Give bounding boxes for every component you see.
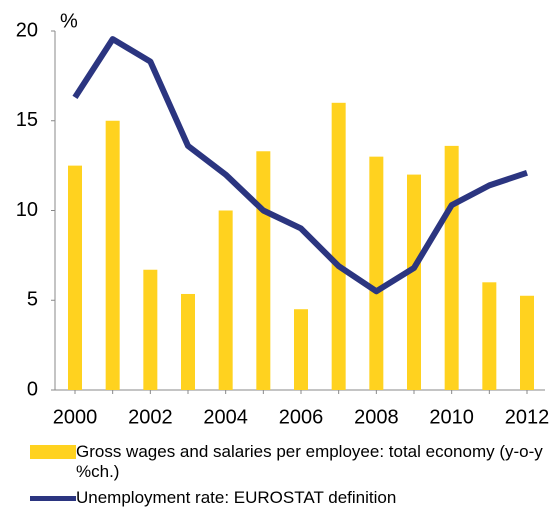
- bar: [331, 102, 346, 391]
- chart: % 0 5 10 15 20 2000 2002 2004 2006 2008 2010 2012: [16, 10, 550, 428]
- x-tick-label: 2006: [279, 406, 324, 428]
- x-tick-label: 2012: [505, 406, 550, 428]
- bar: [369, 156, 384, 390]
- bar: [294, 309, 308, 390]
- legend-label: Gross wages and salaries per employee: t…: [76, 442, 543, 481]
- y-tick-label: 20: [16, 19, 38, 41]
- y-tick-label: 0: [27, 378, 38, 400]
- bar: [256, 151, 271, 390]
- bar: [68, 165, 82, 390]
- x-tick-label: 2000: [53, 406, 98, 428]
- bar: [181, 293, 195, 390]
- bar: [218, 210, 233, 390]
- x-tick-label: 2010: [429, 406, 474, 428]
- legend-label: Unemployment rate: EUROSTAT definition: [76, 488, 397, 507]
- x-tick-label: 2008: [354, 406, 399, 428]
- y-unit: %: [60, 10, 78, 32]
- bar: [520, 295, 534, 390]
- legend-item: Unemployment rate: EUROSTAT definition: [30, 488, 551, 508]
- y-tick-label: 10: [16, 199, 38, 221]
- legend-item: Gross wages and salaries per employee: t…: [30, 442, 551, 482]
- bar: [143, 269, 158, 390]
- line: [72, 36, 528, 295]
- bar: [444, 145, 459, 390]
- bar: [105, 120, 120, 390]
- x-tick-label: 2002: [128, 406, 173, 428]
- legend-swatch: [30, 496, 76, 501]
- x-tick-label: 2004: [203, 406, 248, 428]
- bar: [407, 174, 421, 390]
- y-tick-label: 5: [27, 289, 38, 311]
- bar: [482, 282, 497, 390]
- y-tick-label: 15: [16, 109, 38, 131]
- legend-swatch: [30, 445, 76, 459]
